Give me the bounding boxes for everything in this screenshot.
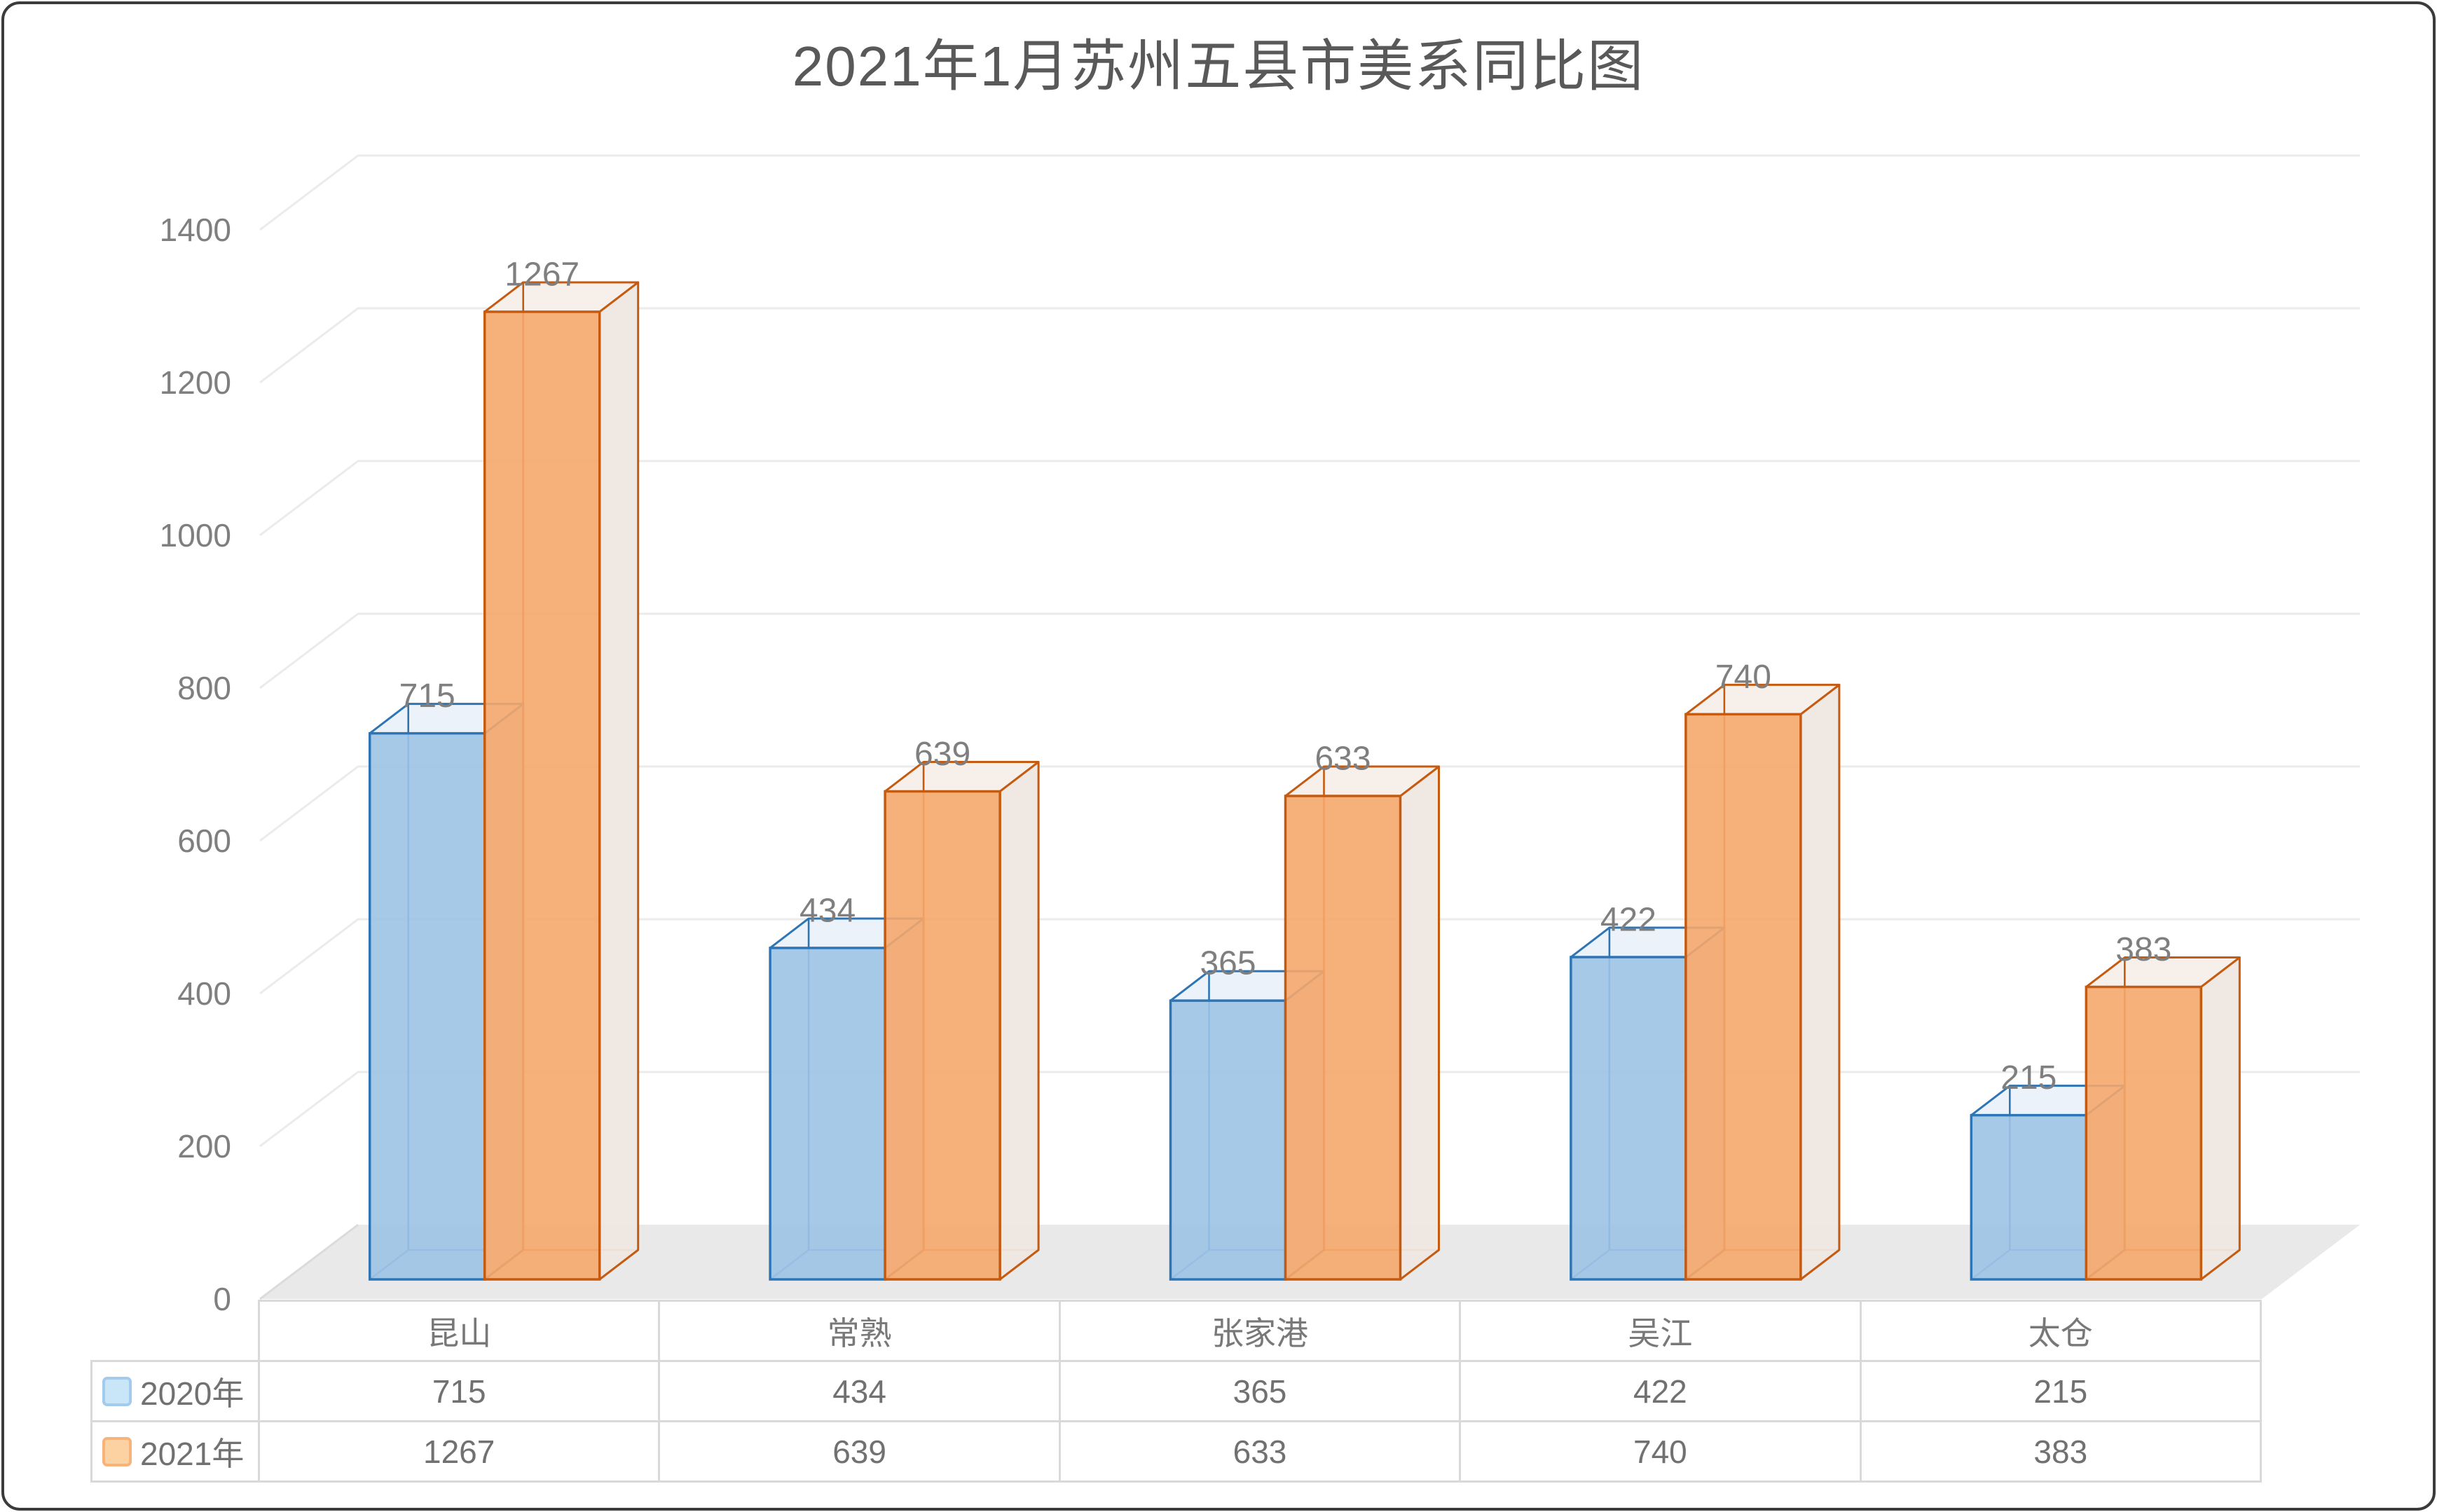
- gridline-1000: [259, 460, 2360, 537]
- table-category-张家港[interactable]: 张家港: [1060, 1300, 1462, 1362]
- table-category-常熟[interactable]: 常熟: [660, 1300, 1061, 1362]
- table-value-2021年-昆山[interactable]: 1267: [260, 1422, 661, 1483]
- bar-2021年-张家港[interactable]: [1284, 795, 1402, 1281]
- data-label-2020年-昆山: 715: [399, 678, 455, 715]
- y-axis-label-1200: 1200: [160, 364, 231, 401]
- data-label-2021年-张家港: 633: [1314, 741, 1371, 778]
- bar-2020年-吴江[interactable]: [1570, 956, 1687, 1281]
- bar-2021年-常熟[interactable]: [884, 790, 1001, 1281]
- data-label-2020年-吴江: 422: [1600, 902, 1656, 939]
- bar-2021年-昆山[interactable]: [483, 310, 601, 1281]
- data-label-2020年-太仓: 215: [2000, 1059, 2057, 1097]
- bar-side-2021年-张家港: [1399, 765, 1440, 1281]
- data-label-2021年-吴江: 740: [1715, 659, 1771, 696]
- bar-side-2021年-吴江: [1799, 683, 1841, 1281]
- y-axis-label-600: 600: [177, 823, 231, 859]
- legend-key-2021年[interactable]: 2021年: [90, 1422, 260, 1483]
- bar-2021年-太仓[interactable]: [2085, 985, 2203, 1281]
- bar-2020年-太仓[interactable]: [1970, 1113, 2088, 1281]
- table-value-2021年-吴江[interactable]: 740: [1461, 1422, 1862, 1483]
- table-value-2021年-太仓[interactable]: 383: [1861, 1422, 2262, 1483]
- chart-data-table: 昆山 常熟 张家港 吴江 太仓 2020年 715 434 365 422 215 2021年 1267…: [90, 1300, 2262, 1483]
- table-value-2020年-吴江[interactable]: 422: [1461, 1362, 1862, 1422]
- data-label-2021年-常熟: 639: [914, 736, 970, 773]
- table-value-2021年-张家港[interactable]: 633: [1060, 1422, 1462, 1483]
- legend-swatch-2021年: [102, 1436, 132, 1466]
- gridline-800: [259, 612, 2360, 689]
- bar-side-2021年-常熟: [998, 760, 1040, 1281]
- table-category-吴江[interactable]: 吴江: [1461, 1300, 1862, 1362]
- bar-2020年-昆山[interactable]: [368, 731, 486, 1281]
- legend-label-2020年: 2020年: [140, 1375, 245, 1412]
- legend-swatch-2020年: [102, 1376, 132, 1406]
- bar-2021年-吴江[interactable]: [1684, 713, 1802, 1281]
- chart-title: 2021年1月苏州五县市美系同比图: [792, 35, 1645, 97]
- table-value-2020年-昆山[interactable]: 715: [260, 1362, 661, 1422]
- table-value-2020年-太仓[interactable]: 215: [1861, 1362, 2262, 1422]
- legend-key-2020年[interactable]: 2020年: [90, 1362, 260, 1422]
- data-label-2020年-张家港: 365: [1200, 945, 1256, 982]
- bar-side-2021年-太仓: [2199, 956, 2241, 1281]
- bar-side-2021年-昆山: [598, 281, 640, 1281]
- table-category-昆山[interactable]: 昆山: [260, 1300, 661, 1362]
- table-value-2020年-常熟[interactable]: 434: [660, 1362, 1061, 1422]
- chart-floor-left-edge: [259, 1223, 359, 1300]
- y-axis-label-800: 800: [177, 670, 231, 706]
- table-corner-cell: [90, 1300, 260, 1362]
- y-axis-label-400: 400: [177, 975, 231, 1012]
- table-value-2021年-常熟[interactable]: 639: [660, 1422, 1061, 1483]
- data-label-2021年-太仓: 383: [2115, 931, 2171, 968]
- table-value-2020年-张家港[interactable]: 365: [1060, 1362, 1462, 1422]
- y-axis-label-1000: 1000: [160, 517, 231, 554]
- y-axis-label-200: 200: [177, 1128, 231, 1164]
- gridline-1200: [259, 307, 2360, 384]
- bar-2020年-张家港[interactable]: [1169, 999, 1287, 1281]
- bar-2020年-常熟[interactable]: [769, 947, 886, 1281]
- y-axis-label-0: 0: [213, 1281, 231, 1317]
- y-axis-label-1400: 1400: [160, 212, 231, 248]
- table-category-太仓[interactable]: 太仓: [1861, 1300, 2262, 1362]
- gridline-1400: [259, 154, 2360, 231]
- legend-label-2021年: 2021年: [140, 1435, 245, 1472]
- data-label-2021年-昆山: 1267: [504, 256, 579, 293]
- data-label-2020年-常熟: 434: [799, 892, 856, 929]
